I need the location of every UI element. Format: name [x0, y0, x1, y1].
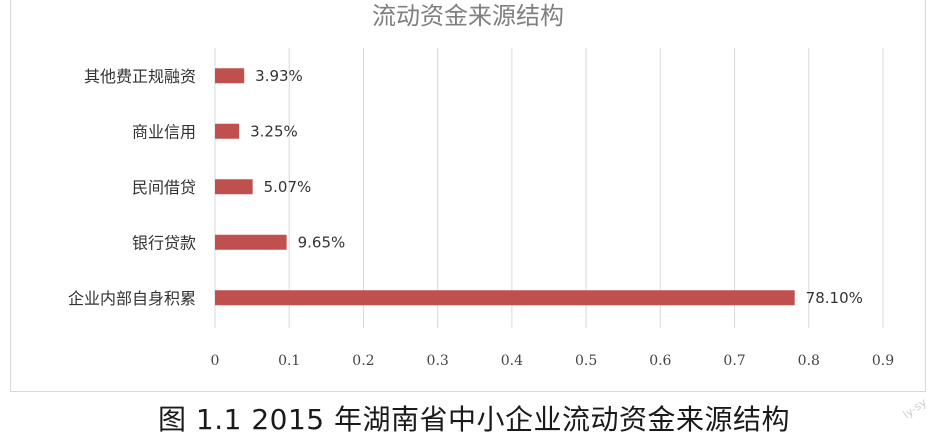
x-tick-label-5: 0.5 [575, 353, 597, 369]
x-tick-label-6: 0.6 [649, 353, 671, 369]
x-tick-layer: 0 0.1 0.2 0.3 0.4 0.5 0.6 0.7 0.8 0.9 [211, 353, 895, 369]
x-tick-label-2: 0.2 [352, 353, 374, 369]
bar-3 [215, 234, 287, 250]
category-label-3: 银行贷款 [132, 233, 196, 252]
bar-4 [215, 290, 795, 306]
category-label-1: 商业信用 [132, 122, 196, 141]
category-label-2: 民间借贷 [132, 178, 196, 197]
bar-0 [215, 68, 245, 84]
x-tick-label-3: 0.3 [427, 353, 449, 369]
grid-layer [214, 48, 884, 328]
chart-title: 流动资金来源结构 [372, 2, 564, 30]
x-tick-label-9: 0.9 [872, 353, 894, 369]
x-tick-label-4: 0.4 [501, 353, 523, 369]
chart-frame [10, 0, 926, 392]
x-tick-label-8: 0.8 [798, 353, 820, 369]
x-tick-label-0: 0 [211, 353, 220, 369]
category-label-0: 其他费正规融资 [84, 67, 196, 86]
data-label-2: 5.07% [264, 178, 312, 196]
data-label-3: 9.65% [298, 233, 346, 251]
data-label-4: 78.10% [806, 289, 863, 307]
category-label-4: 企业内部自身积累 [68, 289, 196, 308]
bar-2 [215, 179, 253, 195]
x-tick-label-1: 0.1 [278, 353, 300, 369]
data-label-layer: 3.93% 3.25% 5.07% 9.65% 78.10% [250, 67, 863, 307]
data-label-1: 3.25% [250, 122, 298, 140]
figure-caption: 图 1.1 2015 年湖南省中小企业流动资金来源结构 [158, 403, 790, 436]
bar-layer [215, 68, 795, 306]
bar-1 [215, 123, 240, 139]
data-label-0: 3.93% [255, 67, 303, 85]
x-tick-label-7: 0.7 [723, 353, 745, 369]
